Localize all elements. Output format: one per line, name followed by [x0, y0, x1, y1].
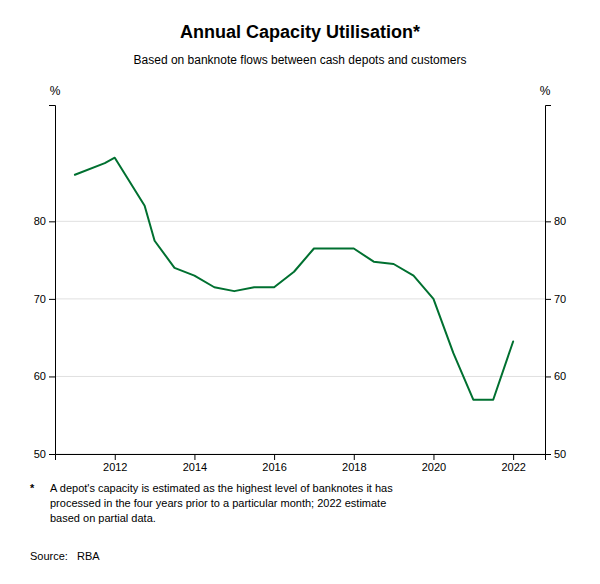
tick-mark	[194, 454, 195, 460]
tick-label: 2022	[501, 461, 525, 473]
plot-area	[75, 158, 513, 400]
tick-label: 2020	[422, 461, 446, 473]
grid-line	[55, 221, 545, 222]
tick: 50	[34, 448, 55, 460]
tick-label: 2014	[183, 461, 207, 473]
tick: 2016	[262, 454, 286, 473]
tick-label: 70	[554, 293, 566, 305]
source: Source: RBA	[30, 550, 100, 562]
y2-axis-label: %	[540, 84, 551, 98]
tick-label: 60	[554, 370, 566, 382]
tick-mark	[545, 299, 551, 300]
tick-label: 50	[34, 448, 46, 460]
tick-mark	[354, 454, 355, 460]
tick-label: 60	[34, 370, 46, 382]
subtitle: Based on banknote flows between cash dep…	[134, 53, 467, 67]
tick-mark	[433, 454, 434, 460]
y2-axis: 50 60 70 80	[545, 106, 566, 461]
tick: 2012	[103, 454, 127, 473]
tick-label: 50	[554, 448, 566, 460]
tick: 80	[34, 215, 55, 227]
chart: 2012 2014 2016 2018 2020 2022 50 60 70 80 50 60 70 80…	[0, 0, 600, 584]
footnote-bullet: *	[30, 482, 35, 494]
tick-mark	[545, 221, 551, 222]
tick: 60	[34, 370, 55, 382]
tick-label: 80	[34, 215, 46, 227]
tick: 2020	[422, 454, 446, 473]
y2-axis-line	[546, 106, 552, 455]
x-axis-line	[56, 455, 546, 461]
tick: 60	[545, 370, 566, 382]
line	[75, 158, 513, 400]
tick-label: 2016	[262, 461, 286, 473]
tick-mark	[513, 454, 514, 460]
tick-mark	[274, 454, 275, 460]
tick-mark	[49, 299, 55, 300]
tick: 80	[545, 215, 566, 227]
grid-line	[55, 376, 545, 377]
tick-mark	[115, 454, 116, 460]
footnote: A depot's capacity is estimated as the h…	[50, 482, 393, 524]
tick-mark	[49, 454, 55, 455]
tick: 70	[34, 293, 55, 305]
tick: 2022	[501, 454, 525, 473]
tick-label: 80	[554, 215, 566, 227]
tick-label: 70	[34, 293, 46, 305]
y-axis: 50 60 70 80	[34, 106, 56, 461]
tick: 50	[545, 448, 566, 460]
tick-label: 2018	[342, 461, 366, 473]
tick-mark	[545, 454, 551, 455]
tick-mark	[49, 376, 55, 377]
y-axis-label: %	[50, 84, 61, 98]
tick: 2014	[183, 454, 207, 473]
tick-mark	[49, 221, 55, 222]
y-axis-line	[49, 106, 56, 455]
tick-label: 2012	[103, 461, 127, 473]
grid	[55, 221, 545, 454]
tick: 2018	[342, 454, 366, 473]
tick-mark	[545, 376, 551, 377]
x-axis: 2012 2014 2016 2018 2020 2022	[56, 454, 546, 473]
tick: 70	[545, 293, 566, 305]
grid-line	[55, 298, 545, 299]
title: Annual Capacity Utilisation*	[180, 22, 420, 42]
